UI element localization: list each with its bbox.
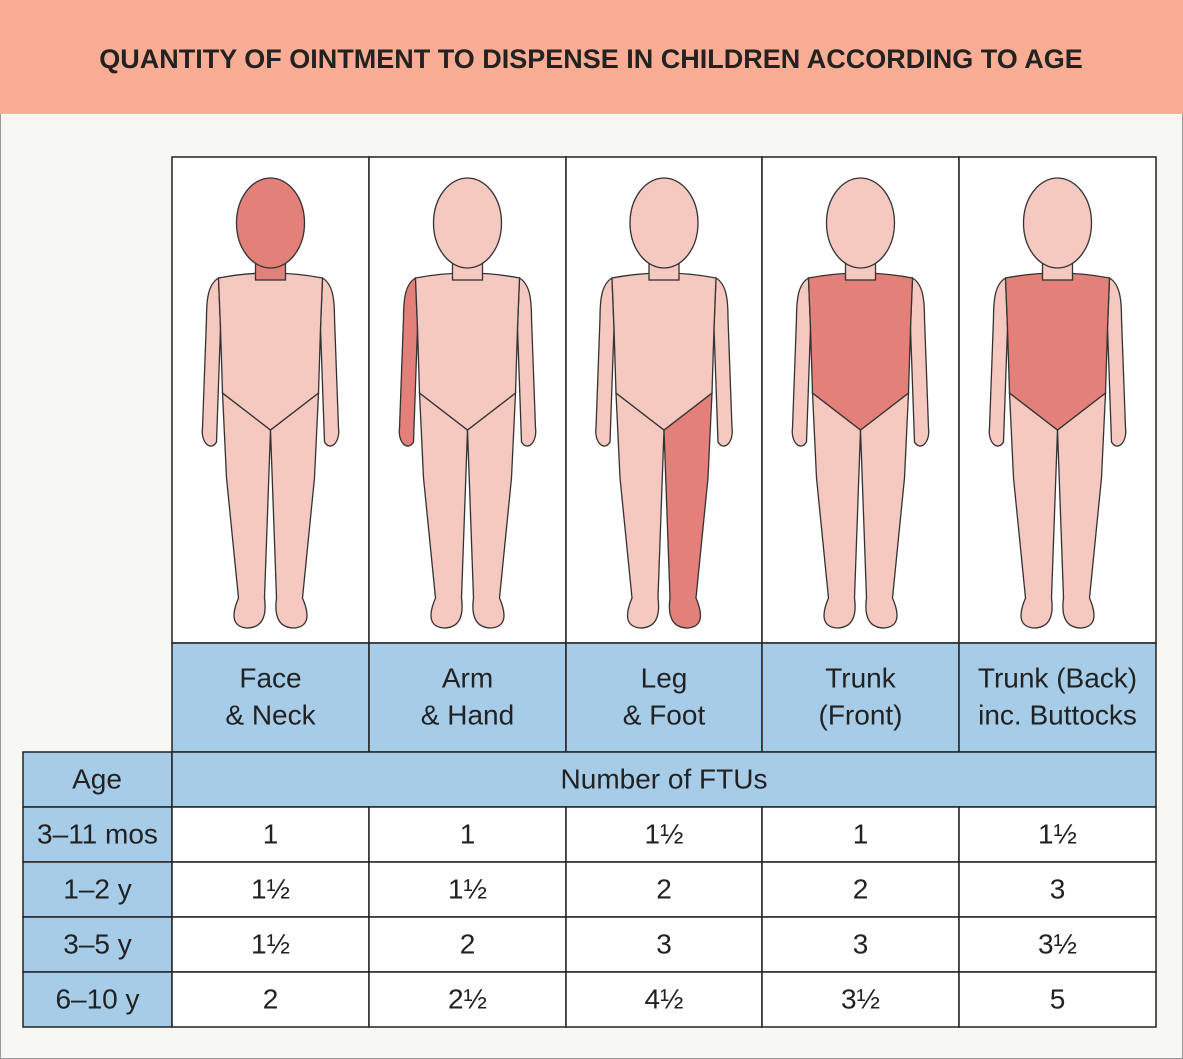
body-part bbox=[432, 177, 503, 269]
age-label: 6–10 y bbox=[55, 983, 139, 1014]
value-cell bbox=[958, 916, 1157, 973]
column-label: & Hand bbox=[421, 699, 514, 730]
value-cell bbox=[368, 916, 567, 973]
body-part bbox=[1022, 177, 1093, 269]
title: QUANTITY OF OINTMENT TO DISPENSE IN CHIL… bbox=[99, 44, 1083, 74]
value-cell bbox=[958, 861, 1157, 918]
body-part bbox=[235, 177, 306, 269]
value-header: Number of FTUs bbox=[561, 763, 768, 794]
value-cell bbox=[761, 916, 960, 973]
value-cell bbox=[368, 971, 567, 1028]
value-text: 3 bbox=[853, 928, 869, 959]
body-part bbox=[629, 177, 699, 269]
value-text: 2 bbox=[460, 928, 476, 959]
value-text: 3 bbox=[1050, 873, 1066, 904]
column-label: Leg bbox=[641, 662, 688, 693]
value-text: 2 bbox=[263, 983, 279, 1014]
body-part bbox=[825, 177, 896, 269]
value-text: 1½ bbox=[645, 818, 684, 849]
value-cell bbox=[761, 806, 960, 863]
age-cell bbox=[22, 861, 173, 918]
value-text: 1½ bbox=[251, 873, 290, 904]
value-cell bbox=[958, 971, 1157, 1028]
column-header bbox=[761, 642, 960, 753]
column-label: Trunk bbox=[825, 662, 897, 693]
value-text: 2 bbox=[656, 873, 672, 904]
value-text: 4½ bbox=[645, 983, 684, 1014]
value-text: 5 bbox=[1050, 983, 1066, 1014]
value-cell bbox=[761, 861, 960, 918]
value-cell bbox=[565, 916, 763, 973]
value-text: 3 bbox=[656, 928, 672, 959]
column-label: Arm bbox=[442, 662, 493, 693]
column-label: & Foot bbox=[623, 699, 706, 730]
column-header bbox=[171, 642, 370, 753]
title-band bbox=[0, 0, 1183, 114]
age-label: 3–11 mos bbox=[37, 818, 158, 849]
value-cell bbox=[171, 806, 370, 863]
column-label: inc. Buttocks bbox=[978, 699, 1137, 730]
value-cell bbox=[958, 806, 1157, 863]
column-header bbox=[565, 642, 763, 753]
value-text: 3½ bbox=[1038, 928, 1077, 959]
age-label: 3–5 y bbox=[63, 928, 132, 959]
column-header bbox=[958, 642, 1157, 753]
value-cell bbox=[565, 971, 763, 1028]
value-text: 1½ bbox=[448, 873, 487, 904]
value-text: 1½ bbox=[251, 928, 290, 959]
value-cell bbox=[171, 861, 370, 918]
column-label: (Front) bbox=[819, 699, 903, 730]
value-text: 3½ bbox=[841, 983, 880, 1014]
value-text: 1 bbox=[263, 818, 279, 849]
column-label: & Neck bbox=[225, 699, 316, 730]
value-cell bbox=[565, 861, 763, 918]
column-label: Trunk (Back) bbox=[978, 662, 1137, 693]
column-header bbox=[368, 642, 567, 753]
value-cell bbox=[565, 806, 763, 863]
value-cell bbox=[761, 971, 960, 1028]
age-label: 1–2 y bbox=[63, 873, 132, 904]
age-cell bbox=[22, 916, 173, 973]
age-cell bbox=[22, 806, 173, 863]
value-text: 2 bbox=[853, 873, 869, 904]
age-header: Age bbox=[72, 763, 122, 794]
table: Face & Neck Arm & Hand Leg & Foot Trunk (Front)… bbox=[22, 156, 1157, 1028]
value-text: 2½ bbox=[448, 983, 487, 1014]
value-header-cell bbox=[171, 751, 1157, 808]
value-text: 1½ bbox=[1038, 818, 1077, 849]
column-label: Face bbox=[239, 662, 301, 693]
value-cell bbox=[171, 916, 370, 973]
value-text: 1 bbox=[460, 818, 476, 849]
value-cell bbox=[368, 861, 567, 918]
value-text: 1 bbox=[853, 818, 869, 849]
